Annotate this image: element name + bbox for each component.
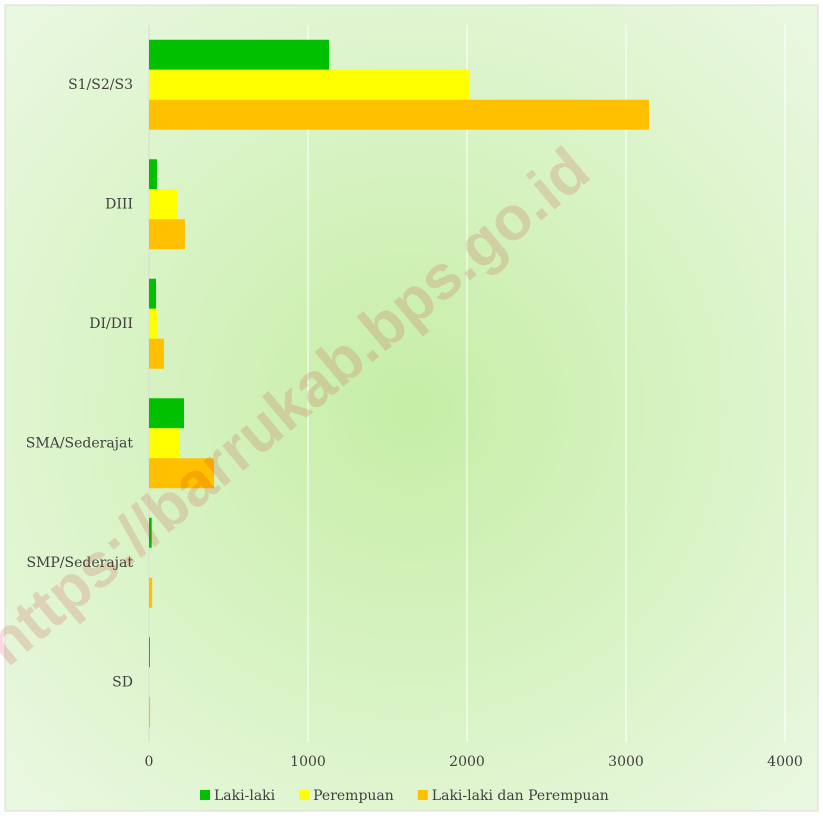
x-tick-label: 2000 [449, 754, 485, 770]
bar [149, 577, 153, 608]
legend-label: Laki-laki [214, 788, 276, 804]
bar [149, 69, 470, 100]
bar [149, 428, 181, 459]
x-tick-label: 4000 [767, 754, 803, 770]
bar [149, 398, 184, 429]
y-tick-label: SMA/Sederajat [26, 435, 134, 451]
chart-background [4, 4, 819, 812]
plot-area: 0 1000 2000 3000 4000 S1/S2/S3 DIII DI/DII SMA/S… [26, 25, 803, 770]
bar [149, 39, 329, 70]
legend-label: Laki-laki dan Perempuan [432, 788, 609, 804]
bar [149, 637, 150, 668]
legend-swatch [417, 790, 428, 800]
x-tick-label: 3000 [608, 754, 644, 770]
bar [149, 697, 151, 728]
legend-swatch [299, 790, 310, 800]
legend: Laki-laki Perempuan Laki-laki dan Perempua… [200, 788, 609, 804]
y-tick-label: DI/DII [89, 316, 133, 332]
bar [149, 278, 156, 309]
bar [149, 99, 650, 130]
bar [149, 338, 164, 369]
bar [149, 189, 177, 220]
bar [149, 458, 215, 489]
bar [149, 159, 157, 190]
y-tick-label: SD [112, 674, 133, 690]
bar [149, 308, 157, 339]
y-tick-label: SMP/Sederajat [26, 555, 133, 571]
legend-swatch [200, 790, 210, 800]
y-tick-label: DIII [105, 196, 133, 212]
bar [149, 517, 152, 548]
x-tick-label: 0 [145, 754, 154, 770]
y-tick-label: S1/S2/S3 [68, 77, 133, 93]
legend-label: Perempuan [313, 788, 394, 804]
x-tick-label: 1000 [290, 754, 326, 770]
bar [149, 219, 185, 250]
